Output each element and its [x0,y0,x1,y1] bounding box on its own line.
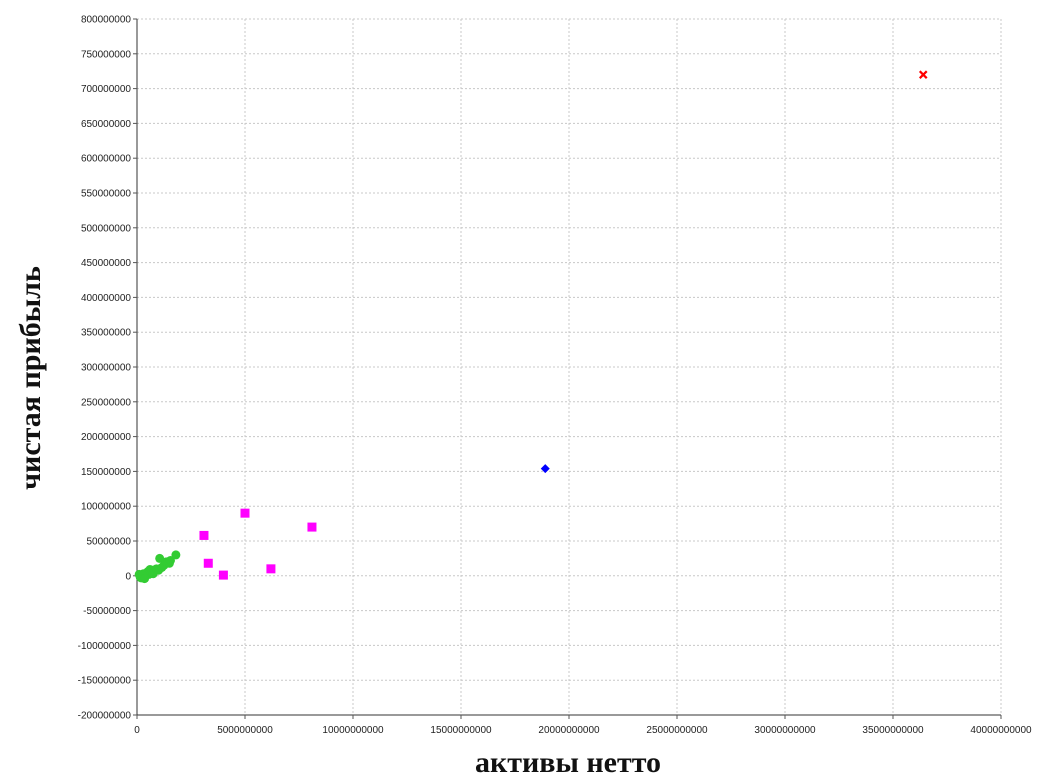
data-point [540,464,550,474]
y-tick-label: -100000000 [78,641,132,652]
grid [136,18,1002,716]
y-tick-label: 650000000 [81,119,131,130]
x-tick-label: 20000000000 [538,725,600,736]
x-tick-label: 10000000000 [322,725,384,736]
y-tick-label: 200000000 [81,432,131,443]
x-axis-ticks: 0 5000000000 10000000000 15000000000 2000000… [134,715,1032,736]
data-point [307,522,317,532]
y-axis-label: чистая прибыль [14,266,47,490]
y-tick-label: 300000000 [81,363,131,374]
data-point [140,574,150,584]
y-tick-label: -150000000 [78,676,132,687]
y-tick-label: -200000000 [78,711,132,722]
y-tick-label: 550000000 [81,189,131,200]
x-tick-label: 35000000000 [862,725,924,736]
data-point [199,530,209,540]
y-tick-label: 150000000 [81,467,131,478]
y-tick-label: -50000000 [83,606,131,617]
data-point [240,508,250,518]
y-tick-label: 400000000 [81,293,131,304]
data-point [203,558,213,568]
y-tick-label: 100000000 [81,502,131,513]
data-points [134,70,928,584]
y-tick-label: 50000000 [87,537,132,548]
y-tick-label: 600000000 [81,154,131,165]
x-tick-label: 30000000000 [754,725,816,736]
x-axis-label: активы нетто [475,746,661,778]
x-tick-label: 0 [134,725,140,736]
y-tick-label: 800000000 [81,15,131,26]
y-tick-label: 350000000 [81,328,131,339]
x-tick-label: 5000000000 [217,725,273,736]
data-point [918,70,928,79]
data-point [171,550,181,560]
x-tick-label: 25000000000 [646,725,708,736]
x-tick-label: 40000000000 [970,725,1032,736]
y-tick-label: 700000000 [81,84,131,95]
y-tick-label: 0 [125,571,131,582]
data-point [165,555,175,565]
data-point [218,570,228,580]
y-tick-label: 450000000 [81,258,131,269]
x-tick-label: 15000000000 [430,725,492,736]
y-tick-label: 750000000 [81,49,131,60]
y-axis-ticks: -200000000 -150000000 -100000000 -50000000 0… [78,15,137,722]
y-tick-label: 500000000 [81,223,131,234]
data-point [266,564,276,574]
y-tick-label: 250000000 [81,397,131,408]
